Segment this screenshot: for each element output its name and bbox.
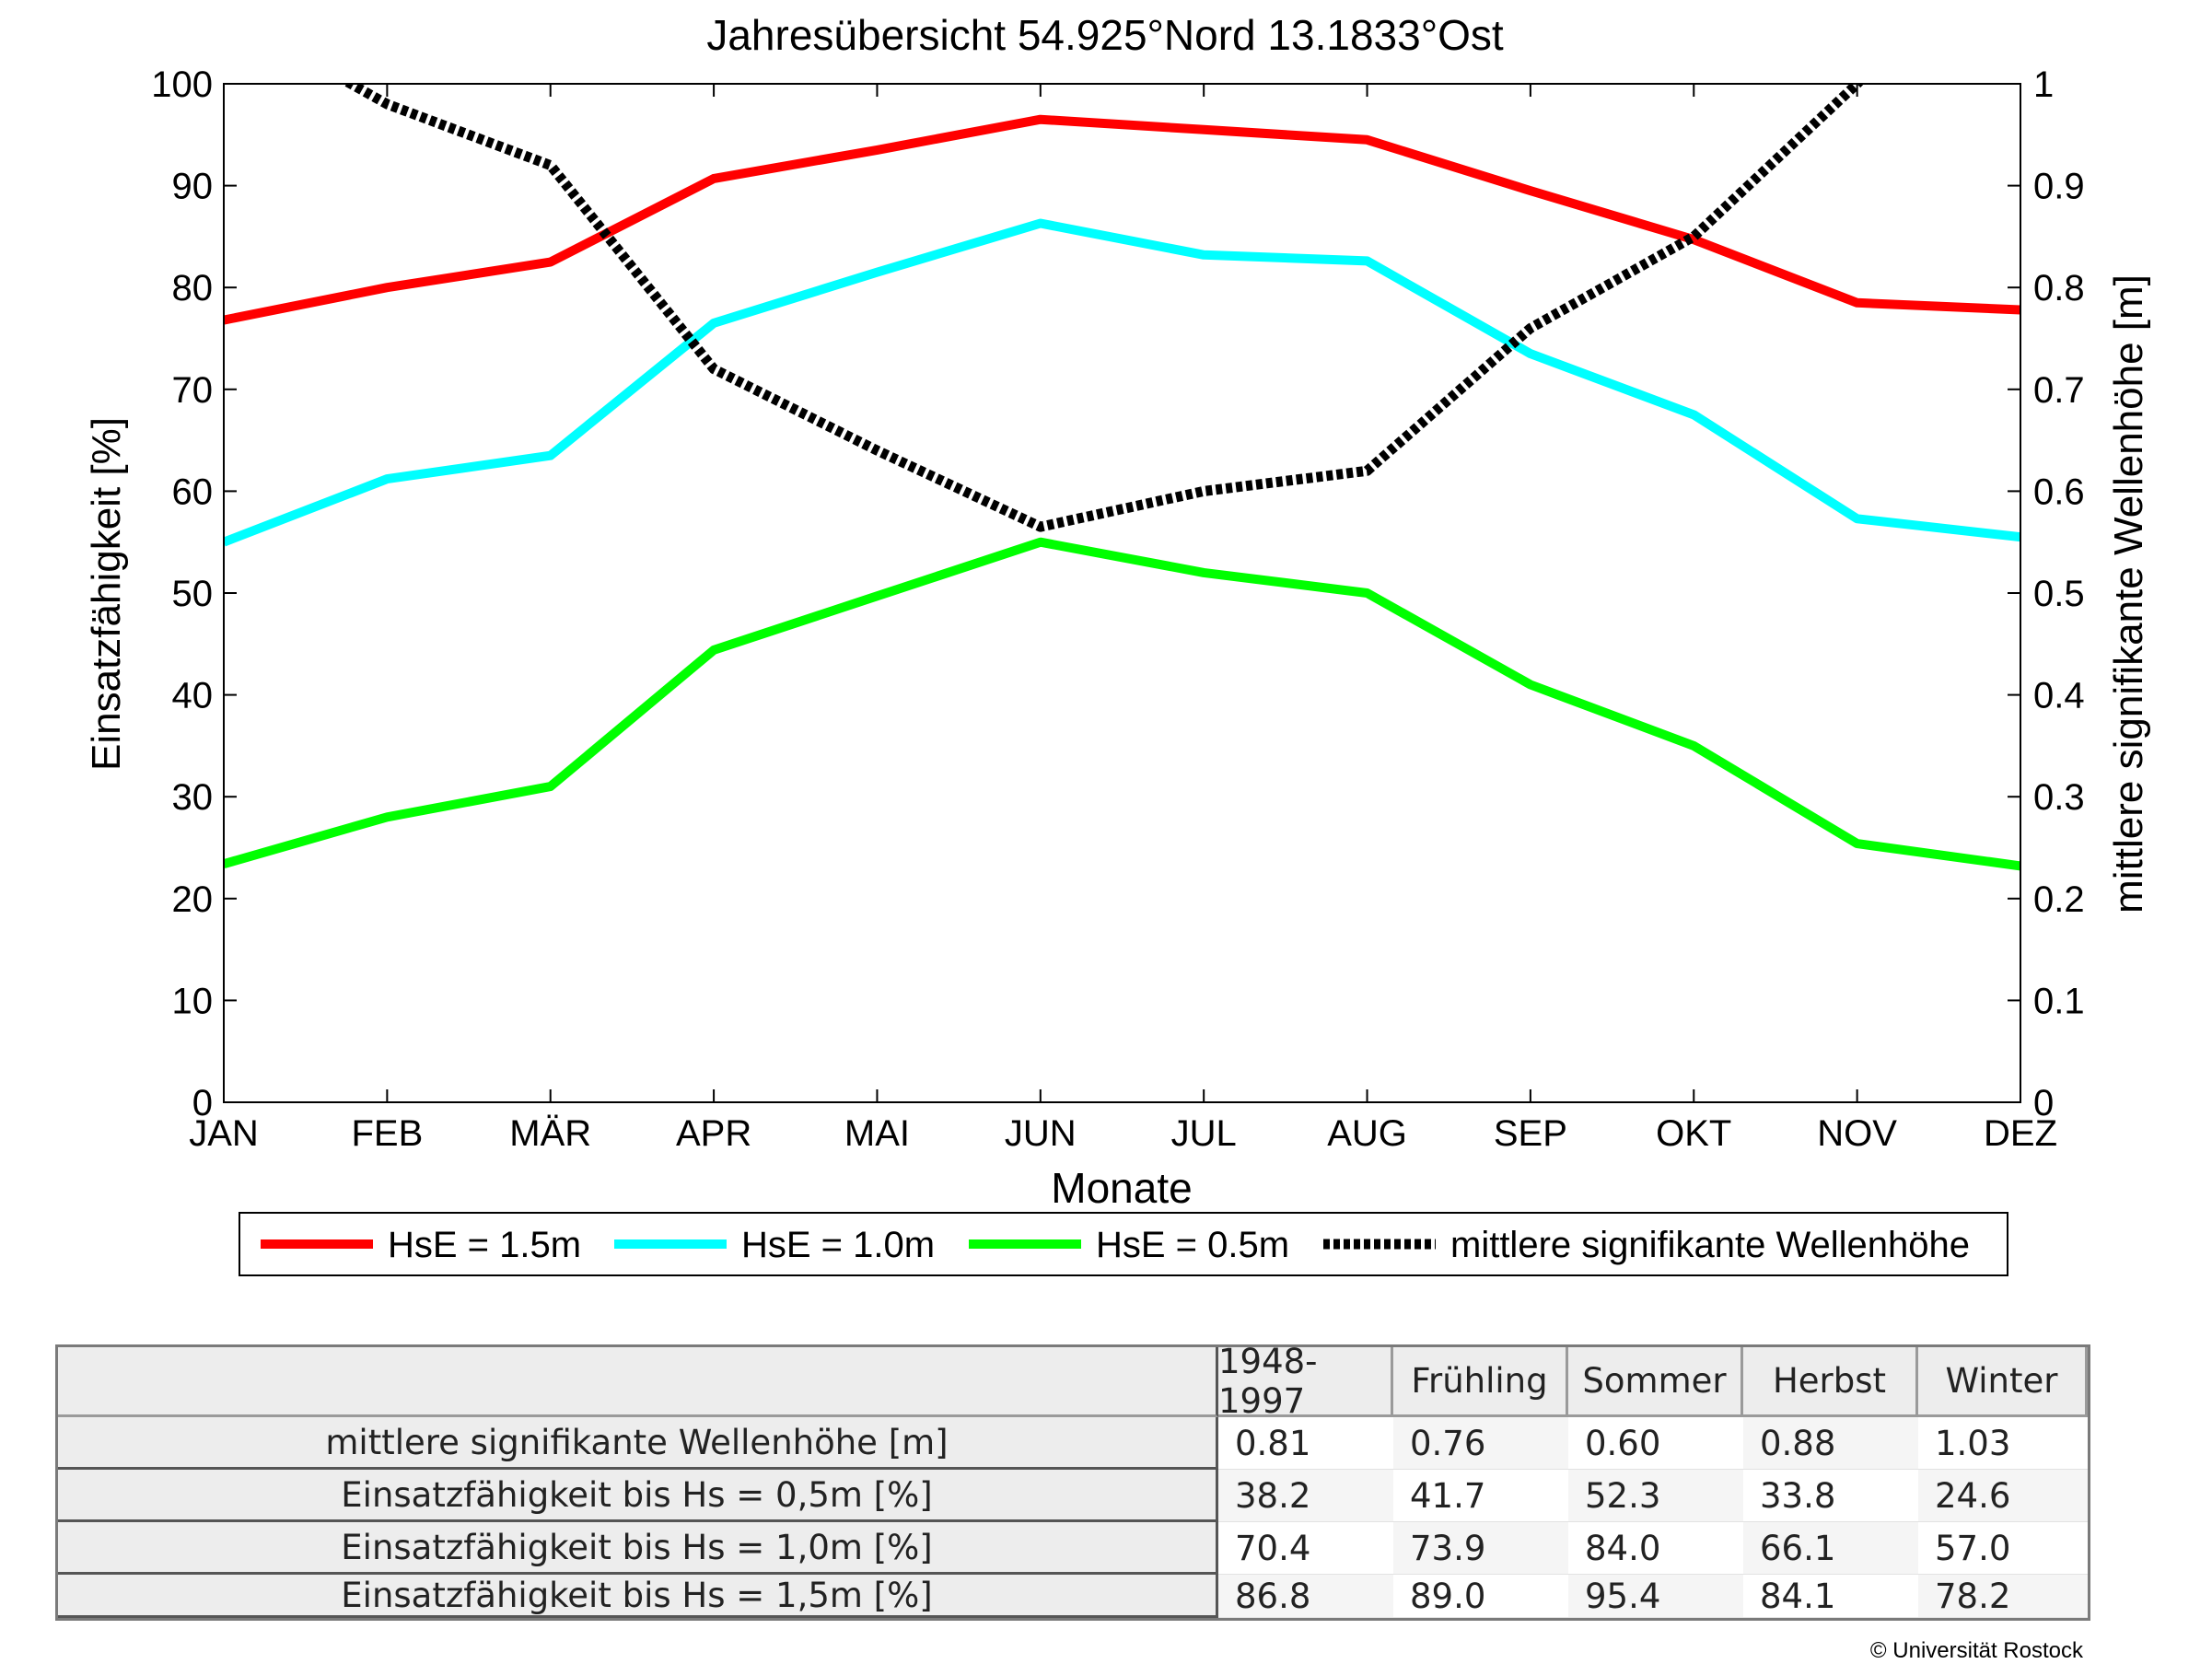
x-tick-label: DEZ [1984,1113,2057,1154]
table-header-cell: Herbst [1743,1347,1918,1417]
legend: HsE = 1.5m HsE = 1.0m HsE = 0.5m mittlere s… [261,1225,1970,1265]
y-tick-label: 40 [172,676,214,716]
table-cell: 66.1 [1743,1522,1918,1575]
series-line-2 [224,537,2020,871]
y-right-tick-label: 0.3 [2033,777,2085,818]
x-tick-label: JUN [1005,1113,1077,1154]
table-cell: 70.4 [1218,1522,1393,1575]
table-cell: 86.8 [1218,1575,1393,1618]
y-right-tick-label: 0.7 [2033,370,2085,411]
x-tick-label: JAN [189,1113,259,1154]
legend-box [239,1212,2008,1276]
table-row-label: Einsatzfähigkeit bis Hs = 0,5m [%] [58,1470,1218,1522]
x-axis-label: Monate [1051,1164,1192,1212]
table-row: Einsatzfähigkeit bis Hs = 1,5m [%] 86.8 … [58,1575,2088,1618]
table-cell: 38.2 [1218,1470,1393,1522]
y-tick-label: 100 [151,64,213,105]
table-cell: 0.88 [1743,1417,1918,1470]
table-row-label: Einsatzfähigkeit bis Hs = 1,0m [%] [58,1522,1218,1575]
y-tick-label: 30 [172,777,214,818]
table-header-cell: Sommer [1568,1347,1743,1417]
y-right-tick-label: 1 [2033,64,2054,105]
table-cell: 89.0 [1393,1575,1568,1618]
x-tick-label: MÄR [509,1113,591,1154]
table-row: Einsatzfähigkeit bis Hs = 0,5m [%] 38.2 … [58,1470,2088,1522]
y-tick-label: 50 [172,574,214,614]
y-right-tick-label: 0.9 [2033,167,2085,207]
y-tick-label: 80 [172,268,214,308]
x-tick-label: APR [676,1113,751,1154]
x-tick-label: JUL [1171,1113,1237,1154]
table-cell: 0.60 [1568,1417,1743,1470]
x-tick-label: MAI [844,1113,910,1154]
y-right-tick-label: 0 [2033,1083,2054,1123]
table-cell: 24.6 [1918,1470,2088,1522]
summary-table: 1948-1997 Frühling Sommer Herbst Winter … [55,1342,2090,1621]
table-header-corner [58,1347,1218,1417]
chart-title: Jahresübersicht 54.925°Nord 13.1833°Ost [706,11,1504,59]
y-right-tick-label: 0.2 [2033,879,2085,920]
legend-label: HsE = 1.0m [741,1225,935,1265]
table-cell: 0.81 [1218,1417,1393,1470]
table-row: mittlere signifikante Wellenhöhe [m] 0.8… [58,1417,2088,1470]
y-tick-label: 60 [172,471,214,512]
y-tick-label: 20 [172,879,214,920]
copyright-notice: © Universität Rostock [1869,1638,2083,1663]
legend-label: mittlere signifikante Wellenhöhe [1450,1225,1970,1265]
table-header-cell: 1948-1997 [1218,1342,1393,1421]
table-header-row: 1948-1997 Frühling Sommer Herbst Winter [58,1342,2088,1421]
table-header-cell: Frühling [1393,1347,1568,1417]
series-line-1 [224,218,2020,547]
legend-label: HsE = 0.5m [1096,1225,1289,1265]
x-tick-label: OKT [1656,1113,1731,1154]
chart: Jahresübersicht 54.925°Nord 13.1833°Ost … [84,11,2151,1276]
table-row-label: mittlere signifikante Wellenhöhe [m] [58,1417,1218,1470]
x-tick-label: NOV [1817,1113,1897,1154]
y-right-tick-label: 0.8 [2033,268,2085,308]
table-header-cell: Winter [1918,1347,2088,1417]
ticks-layer: 0 0 10 0.1 20 0.2 30 0.3 40 0.4 50 0.5 60 0.6 70 0.7 80 0… [151,64,2084,1154]
y-tick-label: 10 [172,981,214,1021]
series-line-3 [340,84,1865,532]
y-right-tick-label: 0.5 [2033,574,2085,614]
y-right-tick-label: 0.4 [2033,676,2085,716]
table-cell: 57.0 [1918,1522,2088,1575]
series-line-0 [224,114,2020,325]
table-cell: 41.7 [1393,1470,1568,1522]
table-cell: 84.1 [1743,1575,1918,1618]
y-axis-right-label: mittlere signifikante Wellenhöhe [m] [2106,274,2151,913]
table-cell: 1.03 [1918,1417,2088,1470]
table-cell: 78.2 [1918,1575,2088,1618]
y-tick-label: 0 [192,1083,213,1123]
y-right-tick-label: 0.6 [2033,471,2085,512]
table-cell: 33.8 [1743,1470,1918,1522]
legend-label: HsE = 1.5m [388,1225,581,1265]
table-cell: 84.0 [1568,1522,1743,1575]
table-cell: 95.4 [1568,1575,1743,1618]
table-cell: 52.3 [1568,1470,1743,1522]
x-tick-label: AUG [1327,1113,1407,1154]
y-tick-label: 70 [172,370,214,411]
table-row: Einsatzfähigkeit bis Hs = 1,0m [%] 70.4 … [58,1522,2088,1575]
series-layer [224,84,2020,871]
y-tick-label: 90 [172,167,214,207]
y-axis-label: Einsatzfähigkeit [%] [84,417,129,771]
x-tick-label: SEP [1494,1113,1567,1154]
table-cell: 0.76 [1393,1417,1568,1470]
x-tick-label: FEB [351,1113,423,1154]
y-right-tick-label: 0.1 [2033,981,2085,1021]
table-row-label: Einsatzfähigkeit bis Hs = 1,5m [%] [58,1575,1218,1618]
table-cell: 73.9 [1393,1522,1568,1575]
